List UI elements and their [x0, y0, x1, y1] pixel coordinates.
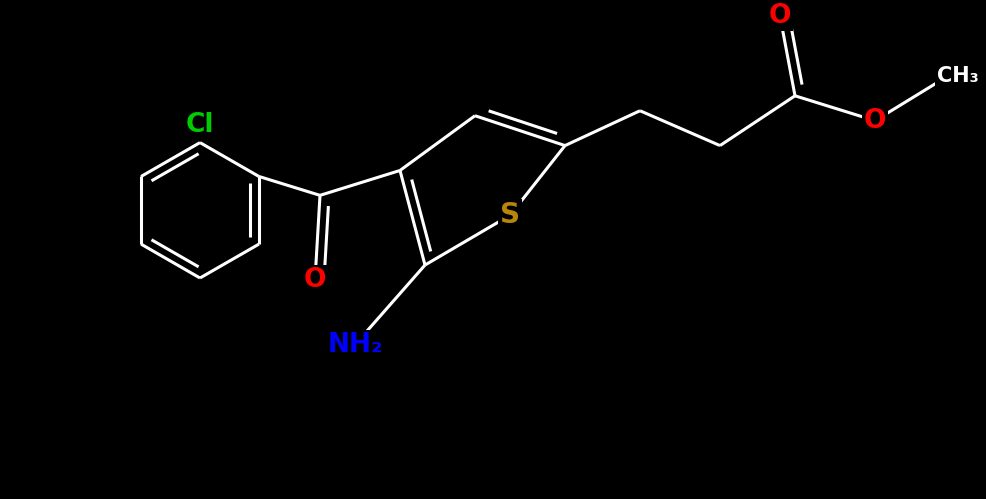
Text: Cl: Cl: [185, 112, 214, 138]
Text: O: O: [864, 108, 886, 134]
Text: S: S: [500, 201, 520, 229]
Text: O: O: [769, 3, 791, 29]
Text: CH₃: CH₃: [937, 66, 979, 86]
Text: NH₂: NH₂: [327, 332, 383, 358]
Text: O: O: [304, 267, 326, 293]
